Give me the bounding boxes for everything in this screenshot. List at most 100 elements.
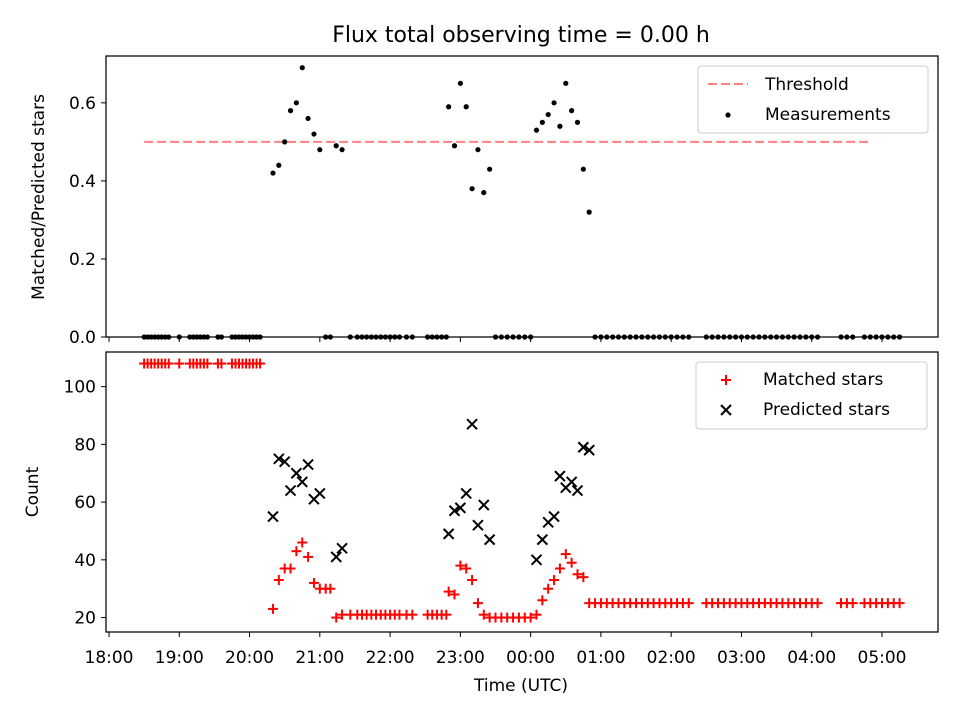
predicted-star-point (267, 510, 279, 523)
measurement-point (715, 334, 721, 340)
x-tick-label: 19:00 (155, 648, 204, 668)
measurement-point (621, 334, 627, 340)
measurement-point (305, 115, 311, 122)
measurement-point (469, 186, 475, 192)
matched-star-point (847, 598, 858, 609)
predicted-star-point (466, 418, 478, 430)
matched-star-point (325, 583, 336, 594)
measurement-point (873, 334, 879, 340)
legend-predicted-stars-swatch (720, 404, 732, 416)
top-y-axis-label: Matched/Predicted stars (29, 94, 49, 300)
measurement-point (651, 334, 657, 340)
legend-matched-stars-swatch (721, 375, 731, 385)
legend-measurements-swatch (725, 112, 731, 118)
measurement-point (317, 147, 323, 153)
measurement-point (287, 108, 294, 114)
measurement-point (838, 334, 844, 340)
measurement-point (446, 104, 452, 110)
measurement-point (668, 334, 674, 340)
bottom-y-tick-label: 60 (74, 493, 96, 513)
predicted-star-point (290, 467, 303, 479)
measurement-point (504, 334, 510, 340)
predicted-star-point (460, 487, 472, 500)
measurement-point (756, 334, 762, 340)
measurement-point (850, 334, 856, 340)
predicted-star-point (302, 458, 314, 471)
measurement-point (721, 334, 727, 340)
matched-star-point (202, 358, 213, 369)
predicted-star-point (278, 455, 291, 468)
predicted-star-point (296, 476, 308, 488)
predicted-star-point (554, 470, 566, 482)
predicted-star-point (472, 519, 484, 531)
measurement-point (861, 334, 868, 340)
measurement-point (522, 334, 528, 340)
measurement-point (492, 334, 499, 340)
x-axis-label: Time (UTC) (473, 676, 568, 696)
measurement-point (744, 334, 750, 340)
top-y-tick-label: 0.6 (69, 94, 96, 114)
predicted-star-point (314, 487, 326, 500)
predicted-star-point (536, 533, 549, 546)
measurement-point (204, 334, 210, 340)
matched-star-point (267, 603, 278, 614)
measurement-point (516, 334, 522, 340)
legend-x-marker (720, 404, 732, 416)
measurement-point (382, 334, 389, 340)
x-tick-label: 03:00 (717, 648, 766, 668)
measurement-point (498, 334, 504, 340)
measurement-point (451, 143, 458, 149)
measurements-series (141, 65, 903, 340)
measurement-point (557, 123, 563, 129)
matched-star-point (472, 598, 483, 609)
x-tick-label: 18:00 (85, 648, 134, 668)
measurement-point (580, 166, 586, 172)
measurement-point (779, 334, 786, 340)
predicted-stars-series (267, 418, 595, 566)
measurement-point (680, 334, 686, 340)
measurement-point (176, 334, 182, 340)
measurement-point (475, 147, 481, 153)
matched-star-point (478, 609, 489, 620)
matched-star-point (407, 609, 418, 620)
x-tick-label: 20:00 (225, 648, 274, 668)
measurement-point (762, 334, 768, 340)
matched-star-point (560, 549, 571, 560)
measurement-point (662, 334, 668, 340)
measurement-point (347, 334, 353, 340)
matched-star-point (525, 612, 536, 623)
legend-predicted-label: Predicted stars (763, 400, 890, 420)
measurement-point (592, 334, 598, 340)
predicted-star-point (442, 528, 455, 540)
measurement-point (293, 100, 299, 106)
measurement-point (434, 334, 440, 340)
measurement-point (809, 334, 815, 340)
matched-star-point (549, 575, 560, 586)
measurement-point (368, 334, 374, 340)
x-tick-label: 01:00 (576, 648, 625, 668)
measurement-point (574, 119, 581, 125)
measurement-point (373, 334, 379, 340)
figure-title: Flux total observing time = 0.00 h (332, 23, 710, 48)
measurement-point (797, 334, 803, 340)
measurement-point (359, 334, 365, 340)
predicted-star-point (478, 499, 490, 511)
x-tick-label: 21:00 (295, 648, 344, 668)
matched-stars-series (139, 358, 905, 623)
measurement-point (457, 80, 463, 86)
matched-star-point (572, 569, 583, 580)
top-legend: Threshold Measurements (697, 65, 929, 134)
measurement-point (276, 162, 282, 168)
x-tick-label: 05:00 (858, 648, 907, 668)
predicted-star-point (273, 453, 285, 465)
top-legend-box (697, 65, 929, 134)
matched-star-point (467, 575, 478, 586)
top-y-tick-label: 0.4 (69, 172, 96, 192)
bottom-x-axis: 18:00 19:00 20:00 21:00 22:00 23:00 00:00 01:00… (85, 632, 907, 668)
bottom-y-tick-label: 100 (64, 378, 96, 398)
matched-star-point (554, 563, 565, 574)
predicted-star-point (577, 441, 590, 453)
measurement-point (333, 143, 339, 149)
measurement-point (803, 334, 809, 340)
